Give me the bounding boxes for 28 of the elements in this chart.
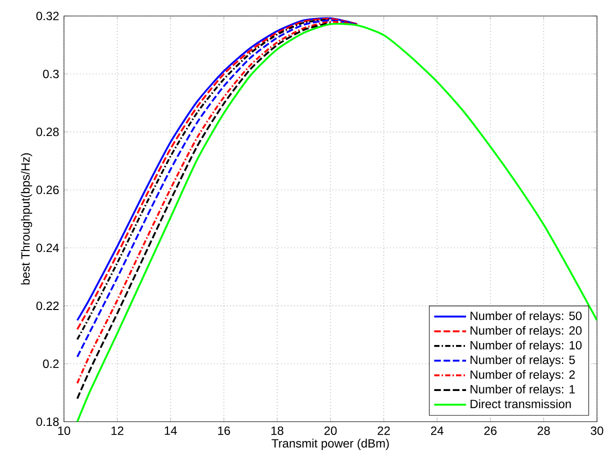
legend-label: Number of relays: 5 — [470, 355, 575, 367]
legend-label: Number of relays: 1 — [470, 384, 575, 396]
legend-label: Direct transmission — [470, 400, 571, 408]
y-axis-title: best Throughput(bps/Hz) — [20, 153, 32, 285]
x-tick-label: 28 — [538, 426, 550, 436]
x-tick-label: 12 — [112, 426, 124, 435]
y-tick-label: 0.22 — [36, 302, 59, 310]
y-tick-label: 0.24 — [36, 244, 59, 252]
x-tick-label: 18 — [271, 426, 284, 436]
y-tick-label: 0.26 — [36, 186, 59, 194]
y-tick-label: 0.2 — [43, 360, 59, 368]
x-tick-label: 16 — [218, 426, 230, 436]
y-tick-label: 0.32 — [36, 12, 59, 20]
legend-label: Number of relays: 10 — [470, 340, 582, 352]
x-tick-label: 30 — [590, 426, 604, 436]
y-tick-label: 0.18 — [36, 418, 59, 426]
x-axis-title: Transmit power (dBm) — [272, 438, 389, 450]
x-tick-label: 14 — [164, 426, 177, 435]
x-tick-label: 24 — [431, 426, 444, 435]
x-tick-label: 26 — [484, 426, 497, 436]
x-tick-label: 20 — [324, 426, 337, 436]
legend-label: Number of relays: 2 — [470, 370, 575, 382]
y-tick-label: 0.3 — [43, 70, 59, 78]
legend-label: Number of relays: 50 — [470, 311, 582, 323]
legend-label: Number of relays: 20 — [470, 326, 582, 338]
x-tick-label: 22 — [378, 426, 390, 435]
x-tick-label: 10 — [58, 426, 70, 436]
y-tick-label: 0.28 — [36, 128, 59, 136]
